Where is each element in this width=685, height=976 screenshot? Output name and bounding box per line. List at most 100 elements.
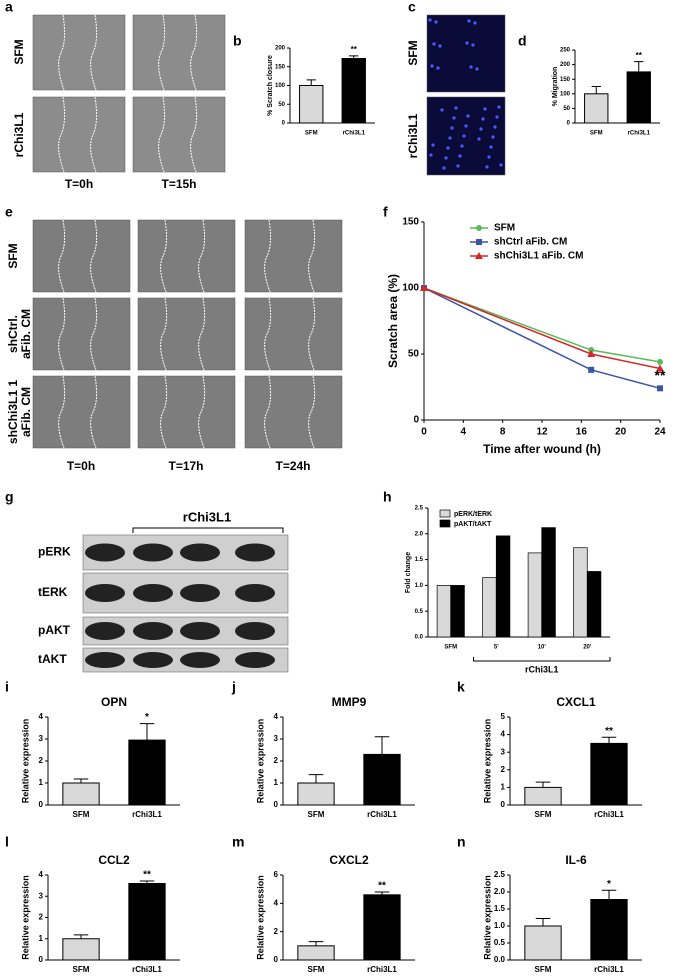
y-tick-label: 3 — [39, 734, 44, 743]
y-tick-label: 2.0 — [415, 531, 424, 537]
y-axis-label: Relative expression — [482, 875, 492, 960]
wound-edge — [90, 96, 98, 173]
wound-edge — [90, 14, 98, 91]
legend-label: pAKT/tAKT — [454, 521, 492, 528]
chart-title: IL-6 — [565, 853, 587, 867]
y-tick-label: 0 — [567, 121, 571, 127]
legend-marker — [476, 239, 482, 245]
x-tick-label: 20 — [615, 427, 627, 438]
bar — [450, 585, 465, 638]
x-tick-label: rChi3L1 — [594, 810, 624, 819]
panel-label: e — [5, 204, 13, 220]
legend-label: pERK/tERK — [454, 511, 492, 518]
bar — [297, 945, 335, 961]
legend-label: shCtrl aFib. CM — [494, 237, 567, 248]
cell — [467, 19, 471, 23]
micrograph — [32, 96, 126, 173]
micrograph — [132, 96, 226, 173]
col-label: T=0h — [67, 459, 95, 473]
wound-edge — [160, 375, 168, 449]
annotation: ** — [605, 726, 613, 737]
cell — [495, 115, 499, 119]
y-tick-label: 4 — [39, 712, 44, 721]
row-label: SFM — [12, 39, 26, 64]
wound-edge — [58, 14, 66, 91]
legend-swatch — [439, 519, 451, 528]
cell — [430, 64, 434, 68]
cell — [440, 108, 444, 112]
cell — [469, 65, 473, 69]
x-tick-label: 4 — [461, 427, 467, 438]
wound-edge — [158, 14, 166, 91]
y-tick-label: 0 — [39, 955, 44, 964]
col-label: T=17h — [168, 459, 203, 473]
bar — [626, 71, 651, 124]
band — [180, 543, 220, 562]
micrograph — [244, 375, 343, 449]
row-label: pAKT — [38, 623, 71, 637]
error-bar — [601, 889, 617, 900]
y-tick-label: 50 — [563, 106, 570, 112]
y-tick-label: 200 — [560, 62, 571, 68]
y-axis-label: Relative expression — [20, 875, 30, 960]
legend-marker — [476, 225, 482, 231]
x-axis-label: Time after wound (h) — [483, 442, 601, 456]
y-tick-label: 0.5 — [415, 609, 424, 615]
x-tick-label: SFM — [444, 645, 457, 651]
col-label: T=24h — [275, 459, 310, 473]
bar — [524, 786, 562, 806]
y-tick-label: 2.5 — [494, 870, 506, 879]
y-tick-label: 150 — [275, 64, 286, 70]
bar — [128, 883, 166, 961]
wound-edge — [190, 96, 198, 173]
cell — [465, 41, 469, 45]
annotation: * — [145, 712, 149, 723]
y-tick-label: 4 — [39, 870, 44, 879]
y-tick-label: 2 — [501, 765, 506, 774]
annotation: ** — [636, 51, 643, 60]
wound-edge — [198, 375, 206, 449]
band — [235, 652, 275, 668]
x-tick-label: 8 — [500, 427, 506, 438]
band — [180, 652, 220, 668]
band — [235, 622, 275, 640]
wound-edge — [264, 375, 272, 449]
band — [235, 543, 275, 562]
error-bar — [374, 891, 390, 895]
cell — [438, 44, 442, 48]
wound-edge — [264, 219, 272, 293]
y-tick-label: 100 — [560, 91, 571, 97]
error-bar — [308, 941, 324, 946]
y-tick-label: 150 — [560, 77, 571, 83]
y-tick-label: 4 — [274, 898, 279, 907]
cell — [442, 166, 446, 170]
row-label: shChi3L1 1 — [6, 380, 20, 444]
cell — [483, 107, 487, 111]
chart-title: CXCL2 — [329, 853, 369, 867]
panel-label: b — [233, 33, 242, 49]
micrograph — [137, 375, 236, 449]
row-label: SFM — [6, 243, 20, 268]
cell — [497, 105, 501, 109]
y-tick-label: 2 — [39, 913, 44, 922]
error-bar — [601, 736, 617, 744]
error-bar — [535, 781, 551, 788]
data-point — [656, 364, 664, 372]
legend-swatch — [439, 509, 451, 518]
y-tick-label: 100 — [402, 283, 419, 294]
cell — [460, 144, 464, 148]
y-axis-label: Relative expression — [20, 719, 30, 804]
wound-edge — [158, 96, 166, 173]
bracket — [473, 657, 611, 662]
y-tick-label: 1 — [39, 934, 44, 943]
group-label: rChi3L1 — [525, 664, 559, 674]
cell — [471, 43, 475, 47]
bar — [363, 753, 401, 806]
y-axis-label: % Scratch closure — [267, 55, 274, 116]
legend-marker — [475, 252, 483, 259]
panel-label: i — [5, 679, 9, 695]
y-tick-label: 6 — [274, 870, 279, 879]
cell — [434, 20, 438, 24]
cell — [458, 154, 462, 158]
micrograph — [244, 219, 343, 293]
